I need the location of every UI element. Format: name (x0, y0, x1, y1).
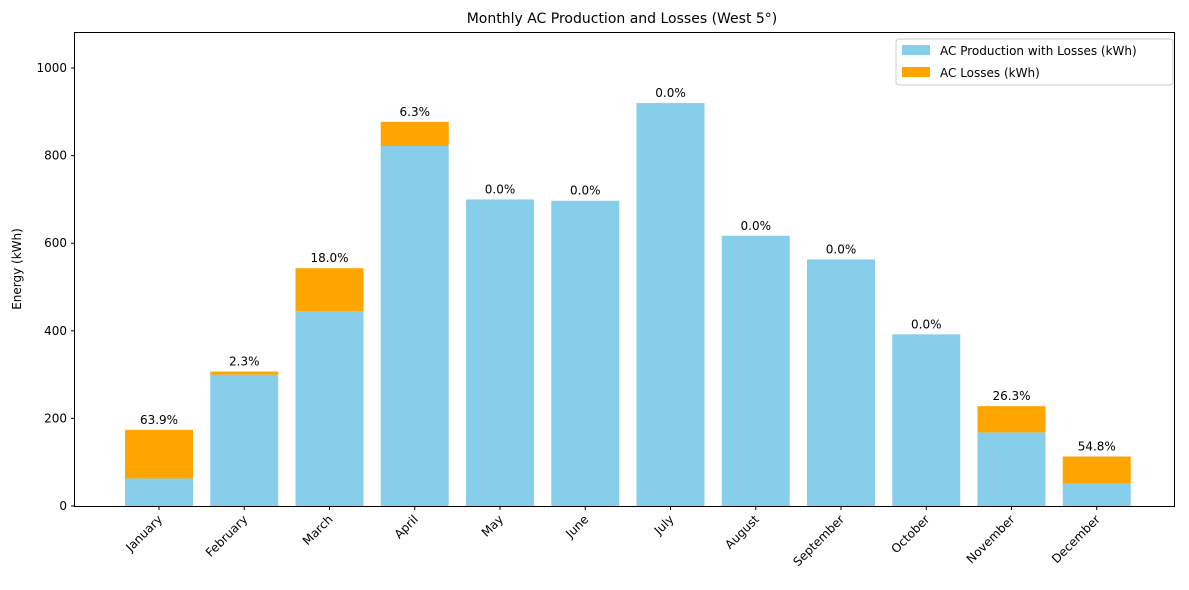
x-tick-label: August (722, 512, 762, 552)
x-tick-label: January (122, 512, 165, 555)
bar-production (1062, 483, 1131, 506)
bar-losses (977, 406, 1046, 433)
legend-label-losses: AC Losses (kWh) (940, 66, 1040, 80)
legend-swatch-production (902, 45, 930, 55)
bar-production (807, 259, 875, 506)
legend: AC Production with Losses (kWh) AC Losse… (895, 38, 1174, 86)
legend-swatch-losses (902, 67, 930, 77)
bar-production (125, 478, 193, 506)
bars (125, 103, 1131, 507)
x-tick-label: March (300, 512, 336, 548)
bar-labels: 63.9% 2.3% 18.0% 6.3% 0.0% 0.0% 0.0% 0.0% 0.0% 0.… (140, 86, 1116, 453)
bar-value-label: 0.0% (911, 317, 942, 331)
x-tick-label: June (562, 512, 591, 541)
bar-losses (380, 121, 449, 146)
x-tick-label: February (203, 512, 251, 560)
x-tick-label: November (964, 512, 1018, 566)
bar-production (295, 311, 364, 506)
bar-production (892, 334, 961, 506)
legend-label-production: AC Production with Losses (kWh) (940, 44, 1137, 58)
x-tick-label: September (790, 512, 847, 569)
bar-value-label: 2.3% (229, 355, 260, 369)
bar-losses (125, 429, 193, 479)
bar-production (210, 374, 279, 506)
x-tick-label: December (1049, 512, 1103, 566)
y-axis-ticks: 0 200 400 600 800 1000 (36, 61, 75, 513)
bar-value-label: 63.9% (140, 413, 178, 427)
bar-value-label: 18.0% (310, 251, 348, 265)
bar-value-label: 0.0% (655, 86, 686, 100)
chart-title: Monthly AC Production and Losses (West 5… (467, 11, 778, 27)
bar-value-label: 0.0% (570, 184, 601, 198)
bar-production (636, 103, 705, 507)
bar-production (977, 432, 1046, 506)
bar-value-label: 0.0% (741, 219, 772, 233)
y-tick-label: 400 (44, 324, 67, 338)
x-tick-label: October (889, 512, 933, 556)
y-tick-label: 800 (44, 149, 67, 163)
y-axis-label: Energy (kWh) (10, 228, 24, 310)
y-tick-label: 200 (44, 411, 67, 425)
bar-value-label: 54.8% (1078, 440, 1116, 454)
y-tick-label: 0 (59, 499, 67, 513)
x-tick-label: May (479, 512, 506, 539)
bar-value-label: 26.3% (992, 389, 1030, 403)
bar-production (466, 199, 534, 507)
x-tick-label: April (392, 512, 421, 541)
bar-losses (295, 268, 364, 312)
y-tick-label: 1000 (36, 61, 67, 75)
bar-production (380, 145, 449, 506)
bar-losses (1062, 456, 1131, 484)
bar-production (721, 235, 790, 506)
plot-frame (74, 32, 1175, 507)
bar-value-label: 0.0% (826, 242, 857, 256)
legend-box (895, 38, 1174, 86)
bar-production (551, 200, 620, 507)
bar-value-label: 6.3% (400, 105, 431, 119)
x-axis-ticks: January February March April May June July Augu… (122, 506, 1103, 569)
y-tick-label: 600 (44, 236, 67, 250)
bar-value-label: 0.0% (485, 182, 516, 196)
bar-losses (210, 371, 279, 375)
x-tick-label: July (651, 512, 677, 538)
